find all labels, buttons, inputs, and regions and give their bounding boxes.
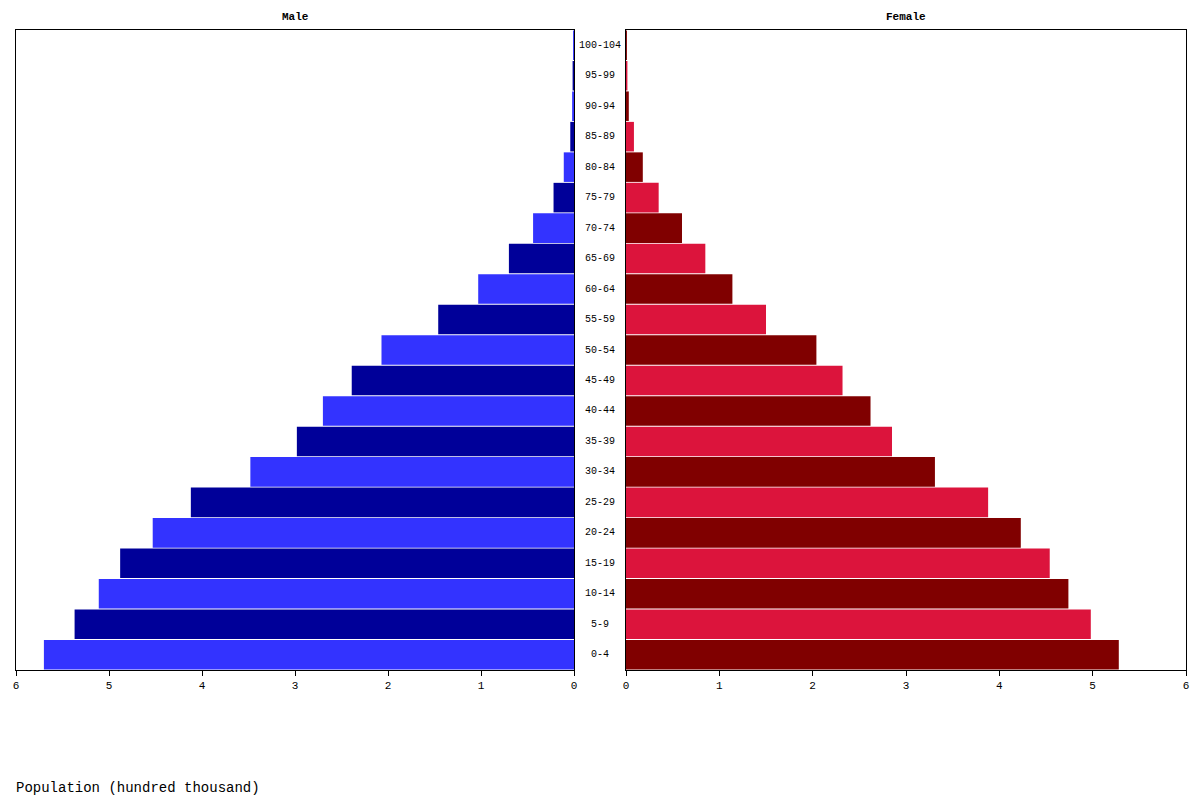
- svg-text:1: 1: [716, 680, 723, 692]
- svg-text:0: 0: [623, 680, 630, 692]
- svg-text:95-99: 95-99: [585, 70, 615, 81]
- svg-text:10-14: 10-14: [585, 588, 615, 599]
- svg-text:1: 1: [478, 680, 485, 692]
- svg-text:Male: Male: [282, 11, 309, 23]
- svg-text:85-89: 85-89: [585, 131, 615, 142]
- svg-text:3: 3: [903, 680, 910, 692]
- svg-text:100-104: 100-104: [579, 40, 621, 51]
- svg-text:4: 4: [199, 680, 206, 692]
- svg-text:50-54: 50-54: [585, 345, 615, 356]
- svg-text:65-69: 65-69: [585, 253, 615, 264]
- svg-text:70-74: 70-74: [585, 223, 615, 234]
- svg-text:75-79: 75-79: [585, 192, 615, 203]
- svg-text:15-19: 15-19: [585, 558, 615, 569]
- svg-text:2: 2: [809, 680, 816, 692]
- svg-text:25-29: 25-29: [585, 497, 615, 508]
- svg-text:4: 4: [996, 680, 1003, 692]
- svg-text:35-39: 35-39: [585, 436, 615, 447]
- svg-text:90-94: 90-94: [585, 101, 615, 112]
- svg-text:5: 5: [106, 680, 113, 692]
- svg-text:5-9: 5-9: [591, 619, 609, 630]
- svg-text:30-34: 30-34: [585, 466, 615, 477]
- svg-text:20-24: 20-24: [585, 527, 615, 538]
- svg-text:6: 6: [1183, 680, 1190, 692]
- svg-text:0: 0: [571, 680, 578, 692]
- svg-text:3: 3: [292, 680, 299, 692]
- svg-text:80-84: 80-84: [585, 162, 615, 173]
- svg-text:2: 2: [385, 680, 392, 692]
- svg-text:40-44: 40-44: [585, 405, 615, 416]
- svg-text:Female: Female: [886, 11, 926, 23]
- svg-text:0-4: 0-4: [591, 649, 609, 660]
- svg-text:Population (hundred thousand): Population (hundred thousand): [16, 780, 260, 796]
- svg-text:55-59: 55-59: [585, 314, 615, 325]
- svg-text:45-49: 45-49: [585, 375, 615, 386]
- svg-text:5: 5: [1089, 680, 1096, 692]
- svg-text:60-64: 60-64: [585, 284, 615, 295]
- svg-text:6: 6: [13, 680, 20, 692]
